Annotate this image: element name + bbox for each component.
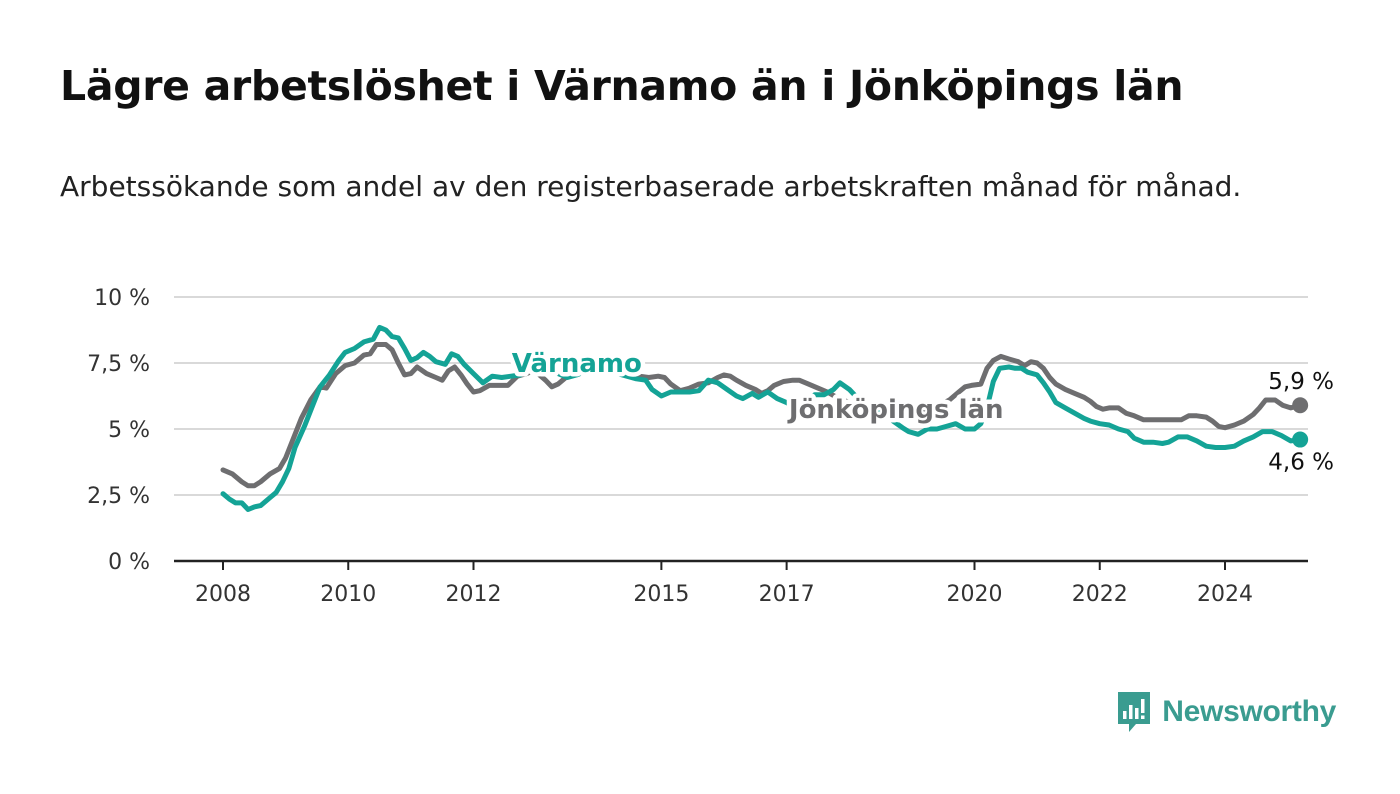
- series-label-varnamo: Värnamo: [512, 349, 642, 379]
- x-tick-label: 2008: [195, 582, 251, 607]
- x-tick-label: 2017: [759, 582, 815, 607]
- series-labels: Värnamo Jönköpings län: [507, 345, 1008, 430]
- y-tick-label: 2,5 %: [87, 484, 150, 509]
- x-axis: 2008 2010 2012 2015 2017 2020 2022 2024: [174, 559, 1308, 607]
- x-tick-label: 2024: [1197, 582, 1253, 607]
- y-tick-label: 10 %: [94, 286, 150, 311]
- end-value-label-jonkopings-lan: 5,9 %: [1268, 369, 1334, 395]
- x-tick-label: 2015: [633, 582, 689, 607]
- end-marker-jonkopings-lan: [1292, 397, 1309, 414]
- x-tick-label: 2012: [446, 582, 502, 607]
- x-tick-label: 2010: [320, 582, 376, 607]
- end-markers: 5,9 % 4,6 %: [1265, 366, 1337, 478]
- series-line-jonkopings-lan: [220, 342, 1303, 489]
- series-lines: [220, 324, 1303, 512]
- series-line-varnamo: [220, 324, 1303, 512]
- y-axis: 0 % 2,5 % 5 % 7,5 % 10 %: [87, 286, 150, 575]
- chart-subtitle: Arbetssökande som andel av den registerb…: [60, 170, 1242, 203]
- y-tick-label: 7,5 %: [87, 352, 150, 377]
- chart-title: Lägre arbetslöshet i Värnamo än i Jönköp…: [60, 62, 1184, 110]
- end-value-label-varnamo: 4,6 %: [1268, 450, 1334, 476]
- newsworthy-logo: Newsworthy: [1116, 690, 1336, 734]
- y-tick-label: 5 %: [108, 418, 150, 443]
- newsworthy-logo-icon: [1118, 692, 1151, 732]
- end-marker-varnamo: [1292, 431, 1309, 448]
- x-tick-label: 2020: [947, 582, 1003, 607]
- x-tick-label: 2022: [1072, 582, 1128, 607]
- series-label-jonkopings-lan: Jönköpings län: [787, 395, 1004, 425]
- newsworthy-logo-text: Newsworthy: [1162, 695, 1336, 728]
- y-tick-label: 0 %: [108, 550, 150, 575]
